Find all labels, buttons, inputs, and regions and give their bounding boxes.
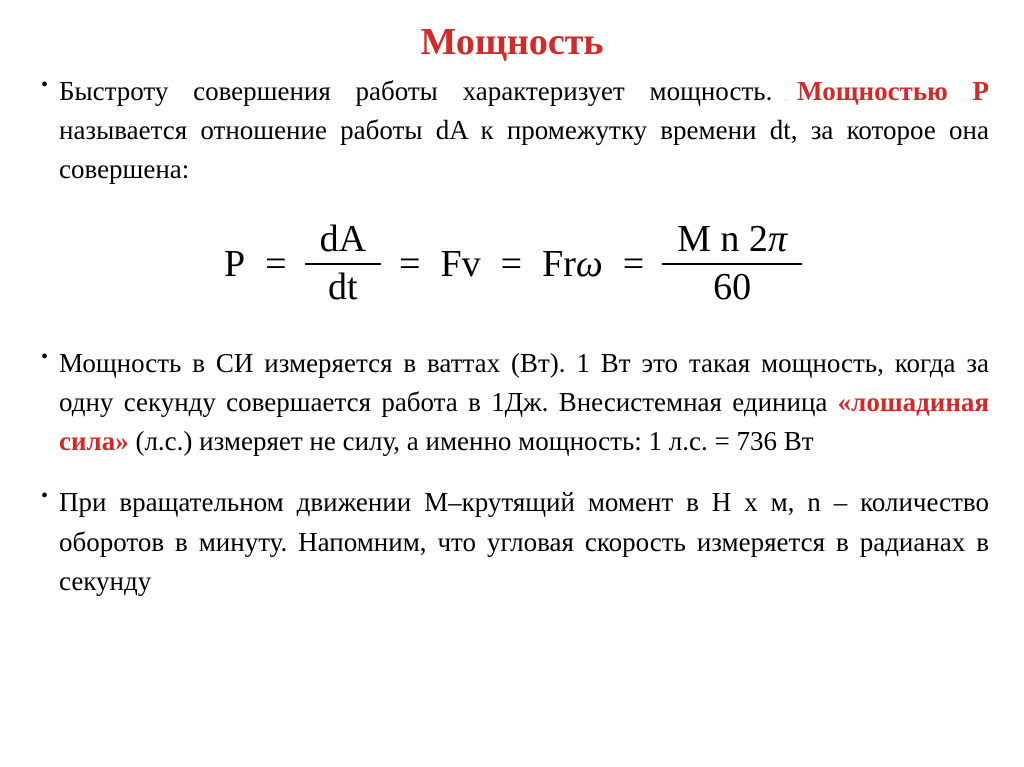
paragraph-2-bullet: Мощность в СИ измеряется в ваттах (Вт). … bbox=[35, 344, 989, 461]
equation-fv: Fv bbox=[440, 242, 480, 286]
equation-eq4: = bbox=[623, 242, 644, 286]
equation-eq2: = bbox=[399, 242, 420, 286]
equation-fromega: Frω bbox=[542, 242, 603, 286]
para3-text: При вращательном движении М–крутящий мом… bbox=[59, 487, 989, 595]
equation-fr: Fr bbox=[542, 242, 576, 286]
paragraph-3-bullet: При вращательном движении М–крутящий мом… bbox=[35, 483, 989, 600]
frac2-denominator: 60 bbox=[698, 265, 766, 309]
frac2-num-pi: π bbox=[768, 218, 787, 260]
frac2-num-mn2: M n 2 bbox=[677, 218, 768, 260]
equation-frac1: dA dt bbox=[305, 219, 381, 309]
paragraph-1: Быстроту совершения работы характеризует… bbox=[59, 72, 989, 189]
para1-red-text: Мощностью P bbox=[797, 76, 989, 106]
equation-omega: ω bbox=[576, 242, 603, 286]
paragraph-3: При вращательном движении М–крутящий мом… bbox=[59, 483, 989, 600]
paragraph-1-bullet: Быстроту совершения работы характеризует… bbox=[35, 72, 989, 189]
para1-text-before: Быстроту совершения работы характеризует… bbox=[59, 76, 797, 106]
equation-block: P = dA dt = Fv = Frω = M n 2π 60 bbox=[35, 219, 989, 309]
equation-frac2: M n 2π 60 bbox=[662, 219, 802, 309]
para2-text-after: (л.с.) измеряет не силу, а именно мощнос… bbox=[129, 426, 814, 456]
frac1-denominator: dt bbox=[313, 265, 373, 309]
paragraph-2: Мощность в СИ измеряется в ваттах (Вт). … bbox=[59, 344, 989, 461]
equation-eq3: = bbox=[501, 242, 522, 286]
equation-eq1: = bbox=[265, 242, 286, 286]
frac1-numerator: dA bbox=[305, 219, 381, 265]
para1-text-after: называется отношение работы dA к промежу… bbox=[59, 115, 989, 184]
equation-p: P bbox=[224, 242, 245, 286]
frac2-numerator: M n 2π bbox=[662, 219, 802, 265]
page-title: Мощность bbox=[35, 20, 989, 64]
